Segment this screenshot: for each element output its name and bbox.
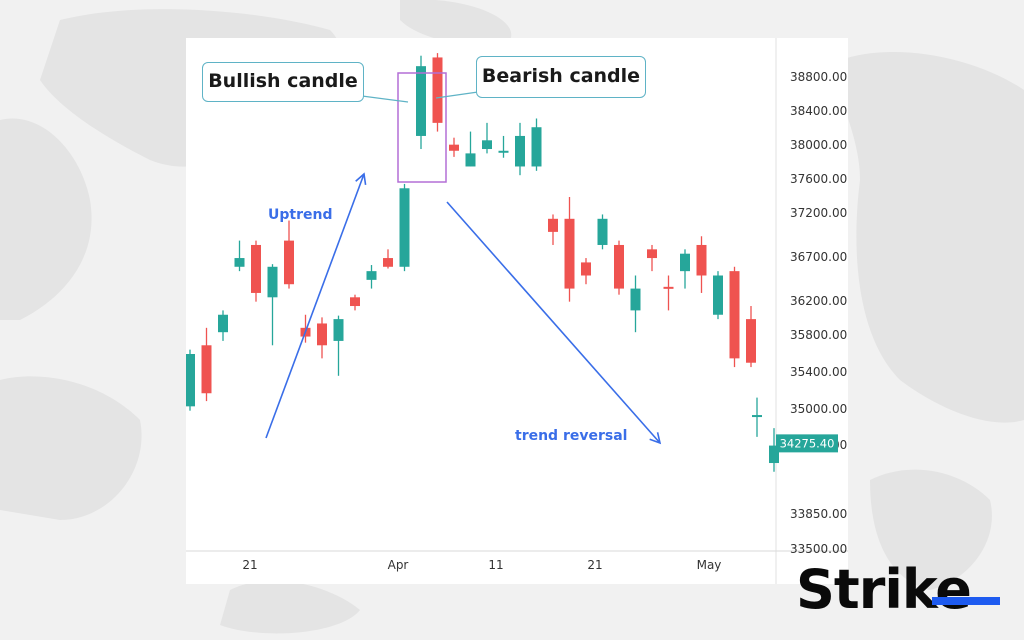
uptrend-arrow-head bbox=[355, 172, 367, 186]
bearish-candle bbox=[201, 345, 212, 394]
bullish-candle bbox=[769, 445, 779, 464]
y-tick-label: 35400.00 bbox=[790, 365, 847, 379]
last-price-label: 34275.40 bbox=[780, 436, 835, 450]
bullish-candle bbox=[630, 288, 641, 311]
x-tick-label: 21 bbox=[587, 558, 602, 572]
bullish-candle-callout: Bullish candle bbox=[202, 62, 364, 102]
y-tick-label: 33500.00 bbox=[790, 542, 847, 556]
x-tick-label: May bbox=[697, 558, 722, 572]
candlestick-chart: 38800.00 38400.00 38000.00 37600.00 37200.00… bbox=[186, 38, 848, 584]
bullish-candle bbox=[531, 127, 542, 167]
y-tick-label: 35000.00 bbox=[790, 402, 847, 416]
bullish-candle bbox=[186, 354, 195, 407]
bullish-candle bbox=[713, 275, 723, 315]
highlight-box bbox=[397, 72, 447, 183]
trend-reversal-label: trend reversal bbox=[515, 428, 628, 444]
y-tick-label: 33850.00 bbox=[790, 507, 847, 521]
bullish-candle bbox=[752, 415, 762, 418]
trend-reversal-arrow bbox=[446, 201, 661, 444]
bearish-callout-pointer bbox=[435, 91, 479, 99]
strike-logo: Strike bbox=[796, 558, 972, 621]
bearish-candle bbox=[696, 244, 707, 276]
bearish-candle bbox=[350, 297, 360, 307]
bearish-candle bbox=[729, 271, 740, 359]
bearish-candle bbox=[564, 218, 575, 289]
bullish-candle bbox=[597, 218, 608, 245]
bullish-candle bbox=[465, 153, 476, 167]
bullish-candle bbox=[218, 314, 228, 333]
bullish-candle bbox=[234, 258, 245, 267]
y-tick-label: 38400.00 bbox=[790, 104, 847, 118]
y-tick-label: 37200.00 bbox=[790, 206, 847, 220]
uptrend-label: Uptrend bbox=[268, 207, 333, 223]
bearish-candle bbox=[663, 286, 674, 289]
y-tick-label: 38000.00 bbox=[790, 138, 847, 152]
bearish-candle bbox=[251, 244, 261, 293]
chart-panel: 38800.00 38400.00 38000.00 37600.00 37200.00… bbox=[186, 38, 848, 584]
bullish-candle bbox=[399, 188, 410, 267]
bearish-candle bbox=[432, 57, 443, 123]
bullish-candle bbox=[416, 66, 426, 136]
bearish-candle-callout: Bearish candle bbox=[476, 56, 646, 98]
bullish-callout-pointer bbox=[361, 95, 409, 103]
trend-reversal-arrow-head bbox=[649, 432, 662, 445]
bullish-candle bbox=[498, 150, 509, 153]
bullish-candle bbox=[366, 271, 377, 280]
y-tick-label: 35800.00 bbox=[790, 328, 847, 342]
logo-underline-accent bbox=[932, 597, 1000, 605]
y-tick-label: 37600.00 bbox=[790, 172, 847, 186]
bearish-candle bbox=[284, 240, 294, 285]
bearish-candle bbox=[581, 262, 591, 276]
bullish-candle bbox=[267, 266, 278, 298]
y-tick-label: 36200.00 bbox=[790, 294, 847, 308]
uptrend-arrow bbox=[265, 173, 365, 439]
bullish-candle bbox=[482, 140, 492, 150]
bearish-candle bbox=[746, 319, 756, 363]
bearish-candle bbox=[647, 249, 657, 259]
last-price-tag bbox=[776, 434, 838, 453]
y-tick-label: 36700.00 bbox=[790, 250, 847, 264]
bearish-candle bbox=[548, 218, 558, 232]
bearish-candle bbox=[317, 323, 327, 346]
x-tick-label: 11 bbox=[488, 558, 503, 572]
bullish-candle bbox=[680, 253, 690, 272]
y-tick-label: 38800.00 bbox=[790, 70, 847, 84]
bullish-candle bbox=[333, 319, 344, 341]
x-tick-label: Apr bbox=[388, 558, 409, 572]
bearish-candle bbox=[383, 258, 393, 267]
bullish-candle bbox=[515, 135, 525, 167]
bearish-candle bbox=[449, 144, 459, 151]
bearish-candle bbox=[614, 244, 624, 289]
x-tick-label: 21 bbox=[242, 558, 257, 572]
